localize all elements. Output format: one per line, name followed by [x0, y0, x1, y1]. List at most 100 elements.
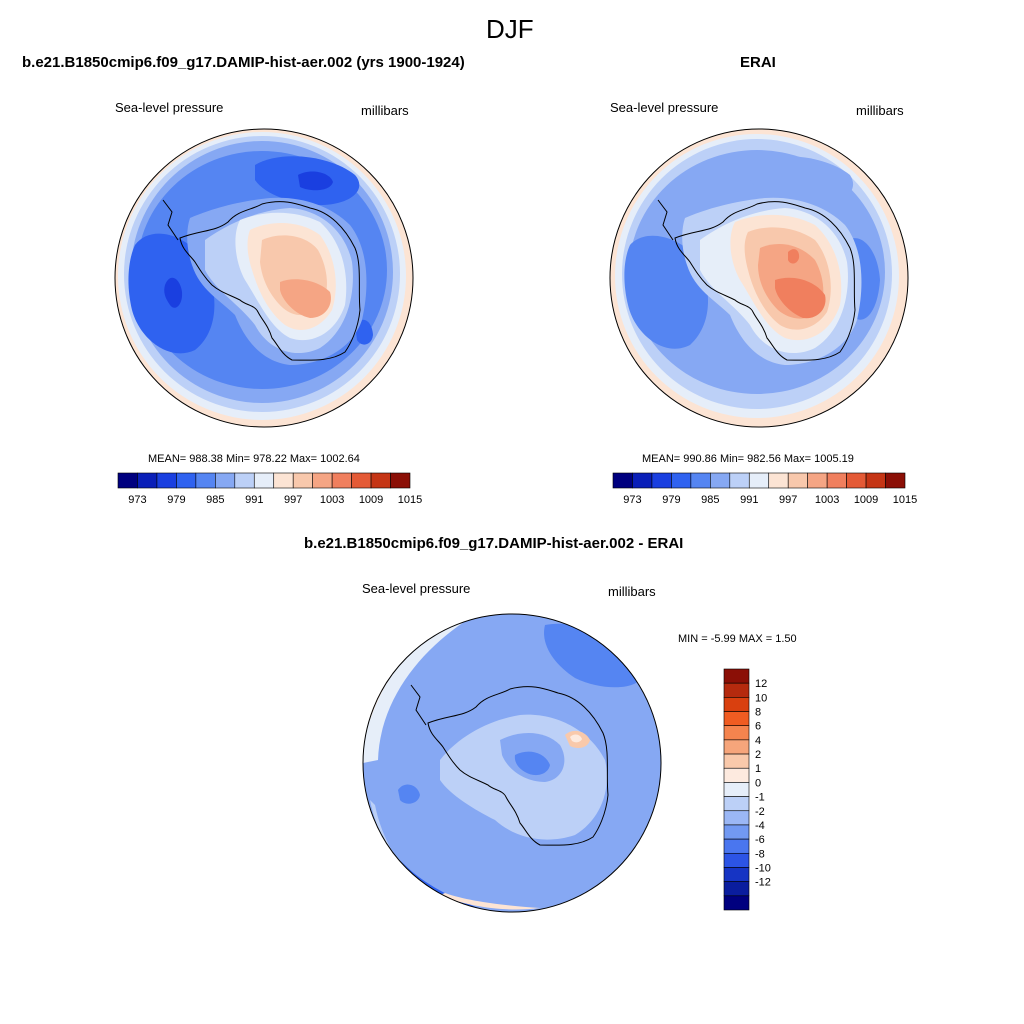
colorbar3-tick-label: -4	[755, 820, 765, 832]
colorbar3-tick-label: -8	[755, 848, 765, 860]
colorbar1-swatch	[234, 472, 255, 489]
colorbar2-swatch	[651, 472, 672, 489]
colorbar3-tick-label: 10	[755, 692, 767, 704]
map-panel2	[609, 128, 909, 428]
colorbar2-swatch	[865, 472, 886, 489]
panel1-variable-label: Sea-level pressure	[115, 100, 224, 115]
colorbar3-swatch	[723, 895, 750, 911]
map2-antarctica-coastline	[674, 201, 856, 361]
map3-interior-low	[514, 751, 550, 776]
colorbar3-swatch	[723, 697, 750, 712]
colorbar2-swatch	[768, 472, 789, 489]
colorbar1-swatch	[273, 472, 294, 489]
colorbar3-tick-label: -10	[755, 862, 771, 874]
colorbar1-swatch	[370, 472, 391, 489]
colorbar1-tick-label: 991	[245, 494, 263, 506]
map3-antarctica-coastline	[427, 686, 609, 846]
colorbar2-tick-label: 973	[623, 494, 641, 506]
panel1-stats: MEAN= 988.38 Min= 978.22 Max= 1002.64	[148, 453, 360, 465]
colorbar3-tick-label: 12	[755, 678, 767, 690]
colorbar1-swatch	[390, 472, 411, 489]
colorbar2-swatch	[710, 472, 731, 489]
colorbar3-swatch	[723, 711, 750, 727]
colorbar1-tick-label: 1015	[398, 494, 422, 506]
panel3-stats: MIN = -5.99 MAX = 1.50	[678, 633, 797, 645]
colorbar3-swatch	[723, 881, 750, 897]
colorbar3-swatch	[723, 867, 750, 882]
map3-border	[362, 613, 662, 913]
map3-peninsula-coastline	[410, 684, 427, 726]
map2-peninsula-coastline	[657, 199, 674, 241]
colorbar3-swatch	[723, 725, 750, 741]
colorbar2-swatch	[690, 472, 711, 489]
colorbar1-tick-label: 997	[284, 494, 302, 506]
panel2-title: ERAI	[740, 54, 776, 71]
colorbar2-swatch	[612, 472, 633, 489]
panel3-variable-label: Sea-level pressure	[362, 581, 471, 596]
colorbar3-swatch	[723, 810, 750, 826]
colorbar2-swatch	[807, 472, 828, 489]
colorbar2-tick-label: 1015	[893, 494, 917, 506]
colorbar2-tick-label: 979	[662, 494, 680, 506]
colorbar1-tick-label: 979	[167, 494, 185, 506]
map2-border	[609, 128, 909, 428]
map2-high-interior	[775, 277, 826, 319]
map3-low-west-patch	[398, 784, 420, 804]
colorbar3-tick-label: -12	[755, 877, 771, 889]
colorbar2-tick-label: 997	[779, 494, 797, 506]
panel1-units-label: millibars	[361, 103, 409, 118]
colorbar3-tick-label: 4	[755, 735, 761, 747]
colorbar2-swatch	[885, 472, 906, 489]
colorbar2-tick-label: 991	[740, 494, 758, 506]
colorbar1-swatch	[176, 472, 197, 489]
colorbar2-tick-label: 1003	[815, 494, 839, 506]
colorbar1-swatch	[117, 472, 138, 489]
colorbar1-swatch	[312, 472, 333, 489]
map-panel1	[114, 128, 414, 428]
figure-title: DJF	[486, 14, 534, 44]
colorbar2-swatch	[826, 472, 847, 489]
colorbar3-tick-label: 1	[755, 763, 761, 775]
colorbar3-swatch	[723, 739, 750, 755]
colorbar1-swatch	[137, 472, 158, 489]
colorbar1-tick-label: 1009	[359, 494, 383, 506]
colorbar3-swatch	[723, 852, 750, 868]
map3-positive-core	[570, 734, 582, 743]
colorbar3-swatch	[723, 824, 750, 840]
colorbar1-swatch	[292, 472, 313, 489]
colorbar2-swatch	[846, 472, 867, 489]
colorbar-panel1: 973 979 985 991 997 1003 1009 1015	[117, 472, 422, 506]
map-panel3	[362, 613, 662, 913]
colorbar2-tick-label: 1009	[854, 494, 878, 506]
colorbar3-swatch	[723, 796, 750, 812]
colorbar3-tick-label: -1	[755, 792, 765, 804]
colorbar2-swatch	[671, 472, 692, 489]
panel2-variable-label: Sea-level pressure	[610, 100, 719, 115]
colorbar3-swatch	[723, 767, 750, 783]
panel2-units-label: millibars	[856, 103, 904, 118]
colorbar1-swatch	[156, 472, 177, 489]
map3-south-edge-positive	[440, 893, 540, 910]
colorbar2-tick-label: 985	[701, 494, 719, 506]
map2-low-north	[750, 156, 854, 205]
map1-low-north-core	[298, 171, 333, 191]
colorbar2-swatch	[748, 472, 770, 489]
map2-high-dome	[788, 249, 800, 264]
panel1-title: b.e21.B1850cmip6.f09_g17.DAMIP-hist-aer.…	[22, 54, 465, 71]
colorbar3-tick-label: 2	[755, 749, 761, 761]
colorbar1-swatch	[195, 472, 216, 489]
colorbar1-swatch	[331, 472, 352, 489]
colorbar3-tick-label: 0	[755, 777, 761, 789]
map1-low-west-core	[164, 277, 183, 308]
colorbar2-swatch	[787, 472, 808, 489]
colorbar-panel2: 973 979 985 991 997 1003 1009 1015	[612, 472, 917, 506]
colorbar3-swatch	[723, 682, 750, 698]
colorbar3-swatch	[723, 753, 750, 769]
map3-low-northeast	[544, 623, 640, 688]
colorbar3-swatch	[723, 668, 750, 684]
colorbar3-swatch	[723, 782, 750, 797]
panel2-stats: MEAN= 990.86 Min= 982.56 Max= 1005.19	[642, 453, 854, 465]
panel3-title: b.e21.B1850cmip6.f09_g17.DAMIP-hist-aer.…	[304, 535, 684, 552]
